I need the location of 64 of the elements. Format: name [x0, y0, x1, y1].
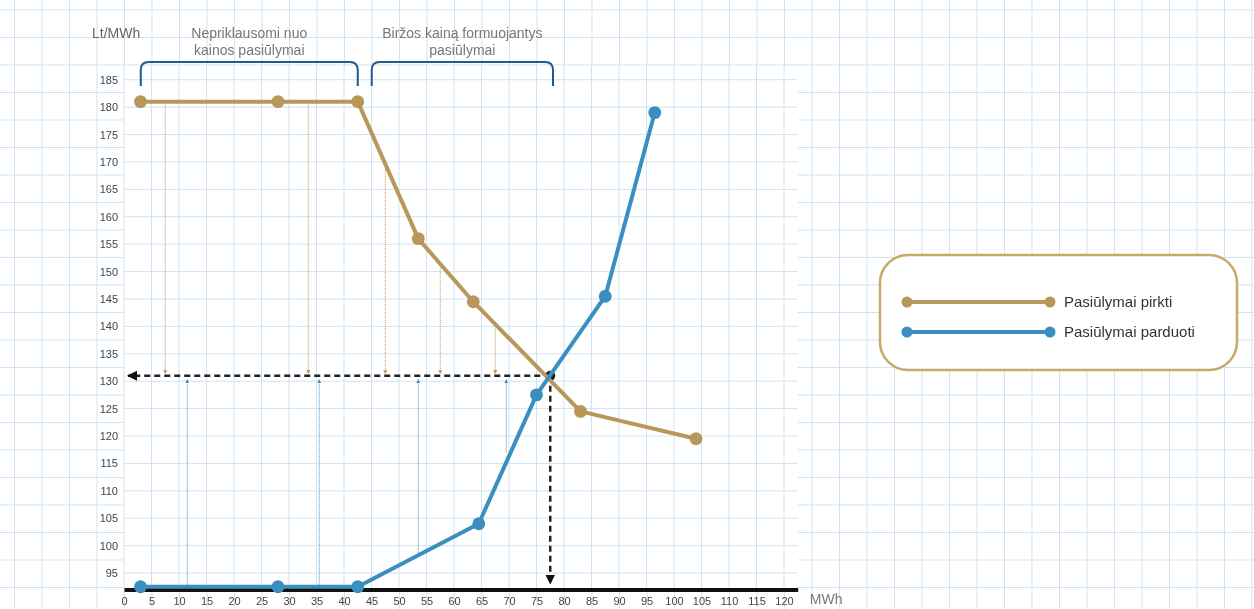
x-tick-label: 100 — [665, 595, 684, 608]
y-tick-label: 100 — [99, 539, 118, 552]
y-tick-label: 150 — [99, 265, 118, 278]
point — [648, 106, 662, 120]
y-tick-label: 155 — [99, 238, 118, 251]
x-tick-label: 35 — [310, 595, 324, 608]
y-tick-label: 185 — [99, 73, 118, 86]
point — [598, 289, 612, 303]
y-tick-label: 140 — [99, 320, 118, 333]
point — [271, 580, 285, 594]
y-axis-title: Lt/MWh — [92, 25, 141, 41]
y-tick-label: 125 — [99, 402, 118, 415]
point — [351, 580, 365, 594]
y-tick-label: 110 — [100, 484, 118, 497]
point — [574, 404, 587, 418]
x-tick-label: 70 — [503, 595, 516, 608]
x-tick-label: 20 — [228, 595, 241, 608]
x-tick-label: 60 — [448, 595, 461, 608]
legend-label: Pasiūlymai parduoti — [1064, 323, 1195, 340]
point — [134, 95, 147, 109]
y-tick-label: 115 — [100, 457, 118, 470]
x-tick-label: 120 — [775, 595, 794, 608]
point — [271, 95, 285, 109]
x-tick-label: 115 — [748, 595, 766, 608]
x-tick-label: 45 — [365, 595, 379, 608]
y-tick-label: 105 — [99, 512, 118, 525]
x-axis-title: MWh — [809, 590, 843, 607]
x-tick-label: 85 — [585, 595, 599, 608]
point — [689, 432, 703, 446]
x-tick-label: 25 — [255, 595, 269, 608]
point — [134, 580, 147, 594]
point — [530, 388, 543, 402]
y-tick-label: 170 — [99, 155, 118, 168]
y-tick-label: 180 — [99, 101, 118, 114]
x-tick-label: 75 — [530, 595, 544, 608]
y-tick-label: 165 — [99, 183, 118, 196]
y-tick-label: 175 — [99, 128, 118, 141]
y-tick-label: 130 — [99, 375, 118, 388]
x-tick-label: 5 — [148, 595, 156, 608]
x-tick-label: 90 — [613, 595, 626, 608]
legend-label: Pasiūlymai pirkti — [1064, 293, 1173, 310]
x-tick-label: 95 — [640, 595, 654, 608]
x-tick-label: 10 — [173, 595, 186, 608]
y-tick-label: 135 — [99, 347, 118, 360]
text: Biržos kainą formuojantys pasiūlymai — [382, 25, 543, 58]
y-tick-label: 95 — [105, 567, 118, 580]
x-tick-label: 55 — [420, 595, 434, 608]
point — [472, 517, 486, 531]
point — [411, 232, 425, 246]
point — [466, 295, 480, 309]
x-tick-label: 110 — [720, 595, 739, 608]
x-tick-label: 50 — [393, 595, 406, 608]
x-tick-label: 80 — [558, 595, 571, 608]
x-tick-label: 105 — [692, 595, 712, 608]
y-tick-label: 120 — [99, 430, 118, 443]
x-tick-label: 30 — [283, 595, 296, 608]
y-tick-label: 145 — [99, 292, 118, 305]
x-tick-label: 40 — [338, 595, 351, 608]
x-tick-label: 15 — [200, 595, 214, 608]
x-tick-label: 65 — [475, 595, 489, 608]
point — [351, 95, 365, 109]
text: Nepriklausomi nuo kainos pasiūlymai — [191, 25, 308, 58]
x-tick-label: 0 — [121, 595, 128, 608]
y-tick-label: 160 — [99, 210, 118, 223]
